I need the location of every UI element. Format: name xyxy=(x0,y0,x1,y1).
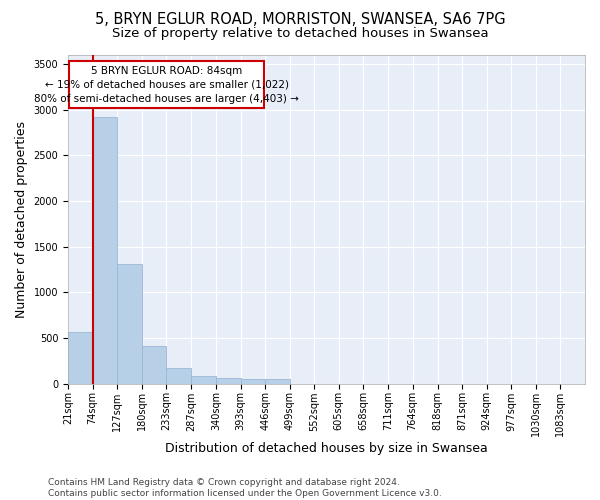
Text: Contains HM Land Registry data © Crown copyright and database right 2024.
Contai: Contains HM Land Registry data © Crown c… xyxy=(48,478,442,498)
Bar xyxy=(216,378,241,384)
Bar xyxy=(142,346,166,384)
Bar xyxy=(68,332,92,384)
Bar xyxy=(117,264,142,384)
X-axis label: Distribution of detached houses by size in Swansea: Distribution of detached houses by size … xyxy=(165,442,488,455)
Text: 5 BRYN EGLUR ROAD: 84sqm
← 19% of detached houses are smaller (1,022)
80% of sem: 5 BRYN EGLUR ROAD: 84sqm ← 19% of detach… xyxy=(34,66,299,104)
Bar xyxy=(92,117,117,384)
Text: Size of property relative to detached houses in Swansea: Size of property relative to detached ho… xyxy=(112,28,488,40)
Bar xyxy=(265,379,290,384)
Bar xyxy=(191,376,216,384)
Text: 5, BRYN EGLUR ROAD, MORRISTON, SWANSEA, SA6 7PG: 5, BRYN EGLUR ROAD, MORRISTON, SWANSEA, … xyxy=(95,12,505,28)
FancyBboxPatch shape xyxy=(69,62,264,108)
Y-axis label: Number of detached properties: Number of detached properties xyxy=(15,121,28,318)
Bar xyxy=(166,368,191,384)
Bar xyxy=(241,379,265,384)
